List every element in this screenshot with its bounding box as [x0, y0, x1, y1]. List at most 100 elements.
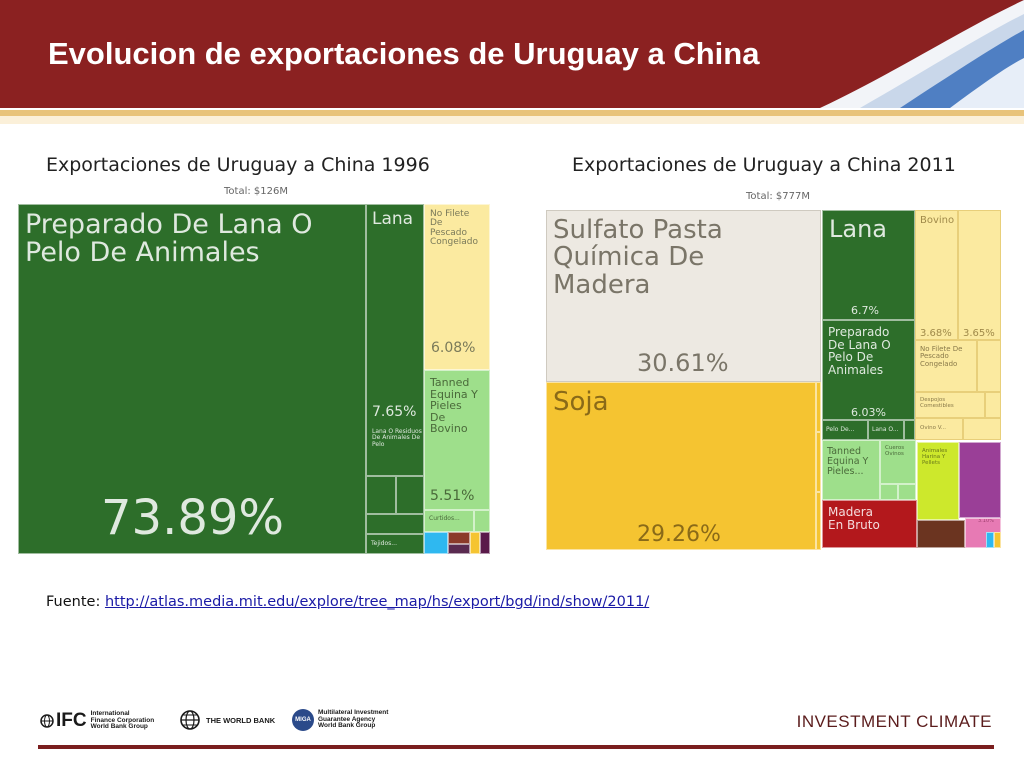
tile-label: 3.10% — [978, 518, 994, 524]
tile-tanned: Tanned Equina Y Pieles De Bovino 5.51% — [424, 370, 490, 510]
tile-percent: 29.26% — [637, 522, 721, 547]
tile-ovino: 3.65% — [958, 210, 1001, 340]
miga-logo: MIGA Multilateral Investment Guarantee A… — [292, 709, 388, 731]
tile-label: Tanned Equina Y Pieles... — [827, 446, 869, 477]
tile-pescado: No Filete De Pescado Congelado 6.08% — [424, 204, 490, 370]
tile-small-yellow — [816, 432, 821, 492]
world-bank-globe-icon — [180, 710, 200, 730]
tile-percent: 5.51% — [430, 488, 475, 504]
ifc-logo: IFC International Finance Corporation Wo… — [40, 710, 154, 732]
tile-label: Madera En Bruto — [828, 505, 880, 532]
slide-title: Evolucion de exportaciones de Uruguay a … — [48, 36, 760, 71]
tile-small-green — [366, 476, 396, 514]
tile-preparado-2011: Preparado De Lana O Pelo De Animales 6.0… — [822, 320, 915, 420]
tile-pescado-2011: No Filete De Pescado Congelado — [915, 340, 977, 392]
tile-label: Ovino V... — [920, 425, 947, 431]
tile-percent: 30.61% — [637, 349, 729, 377]
tile-label: Sulfato Pasta Química De Madera — [553, 215, 723, 300]
world-bank-logo: THE WORLD BANK — [180, 710, 275, 730]
treemap-2011: Sulfato Pasta Química De Madera 30.61% S… — [546, 210, 1002, 550]
tile-label: Soja — [553, 387, 609, 417]
tile-label: No Filete De Pescado Congelado — [920, 345, 963, 368]
miga-text: Multilateral Investment Guarantee Agency… — [318, 708, 389, 730]
tile-small-cyan — [424, 532, 448, 554]
tile-label: Pelo De... — [826, 426, 855, 433]
ifc-mark: IFC — [56, 710, 87, 731]
tile-label: Lana O... — [872, 426, 899, 433]
tile-label: Cueros Ovinos — [885, 445, 905, 457]
chart-1996-total: Total: $126M — [224, 186, 288, 197]
tile-small-green — [366, 514, 424, 534]
tile-sulfato-pasta: Sulfato Pasta Química De Madera 30.61% — [546, 210, 821, 382]
tile-percent: 7.65% — [372, 404, 417, 420]
tile-small-cyan — [986, 532, 994, 548]
tile-small-lightgreen — [880, 484, 898, 500]
tile-brown — [917, 520, 965, 548]
source-line: Fuente: http://atlas.media.mit.edu/explo… — [46, 594, 649, 610]
globe-icon — [40, 714, 54, 728]
tile-pelo-de: Pelo De... — [822, 420, 868, 440]
tile-ovino-v: Ovino V... — [915, 418, 963, 440]
tile-percent: 3.68% — [920, 328, 952, 339]
tile-percent: 6.03% — [851, 406, 886, 419]
header-gold-rule — [0, 110, 1024, 116]
tile-label: Animales Harina Y Pellets — [922, 448, 948, 466]
tile-cueros: Cueros Ovinos — [880, 440, 916, 484]
tile-despojos: Despojos Comestibles — [915, 392, 985, 418]
tile-small-yellow — [816, 382, 821, 432]
treemap-1996: Preparado De Lana O Pelo De Animales 73.… — [18, 204, 491, 554]
chart-1996-heading: Exportaciones de Uruguay a China 1996 — [46, 154, 430, 176]
tile-label: Tanned Equina Y Pieles De Bovino — [430, 376, 478, 436]
tile-tejidos: Tejidos... — [366, 534, 424, 554]
tile-small-purple — [448, 544, 470, 554]
tile-curtidos: Curtidos... — [424, 510, 474, 532]
tile-small-plum — [480, 532, 490, 554]
header-swoosh-graphic — [820, 0, 1024, 108]
tile-percent: 73.89% — [101, 490, 285, 546]
tile-madera-bruto: Madera En Bruto — [822, 500, 917, 548]
tile-animales-harina: Animales Harina Y Pellets — [917, 442, 959, 520]
tile-label: Lana — [372, 209, 414, 229]
tile-preparado-lana: Preparado De Lana O Pelo De Animales 73.… — [18, 204, 366, 554]
tile-small-green — [396, 476, 424, 514]
tile-small-green — [904, 420, 915, 440]
slide-header: Evolucion de exportaciones de Uruguay a … — [0, 0, 1024, 108]
tile-soja: Soja 29.26% — [546, 382, 816, 550]
tile-label: Bovino — [920, 215, 955, 226]
tile-label: Despojos Comestibles — [920, 397, 954, 409]
source-link[interactable]: http://atlas.media.mit.edu/explore/tree_… — [104, 594, 650, 610]
tile-small-lightgreen — [898, 484, 916, 500]
tile-label: Tejidos... — [371, 540, 397, 547]
tile-lana: Lana 7.65% Lana O Residuos De Animales D… — [366, 204, 424, 476]
tile-label: Preparado De Lana O Pelo De Animales — [828, 325, 891, 377]
tile-small-yellow — [994, 532, 1001, 548]
header-cream-rule — [0, 116, 1024, 124]
tile-small-yellow — [470, 532, 480, 554]
tile-label: Curtidos... — [429, 515, 460, 522]
world-bank-text: THE WORLD BANK — [206, 715, 276, 725]
tile-small-brown — [448, 532, 470, 544]
tile-percent: 3.65% — [963, 328, 995, 339]
tile-small-cream — [985, 392, 1001, 418]
tile-small-cream — [977, 340, 1001, 392]
tile-small-cream — [963, 418, 1001, 440]
ifc-text: International Finance Corporation World … — [90, 709, 155, 731]
miga-mark: MIGA — [292, 709, 314, 731]
tile-small-lightgreen — [474, 510, 490, 532]
source-label: Fuente: — [46, 594, 101, 610]
tile-purple — [959, 442, 1001, 518]
tile-sublabel: Lana O Residuos De Animales De Pelo — [372, 428, 422, 448]
tile-label: Lana — [829, 215, 887, 243]
tile-label: No Filete De Pescado Congelado — [430, 209, 478, 248]
investment-climate-tagline: INVESTMENT CLIMATE — [796, 712, 992, 731]
tile-percent: 6.7% — [851, 304, 879, 317]
tile-lana-2011: Lana 6.7% — [822, 210, 915, 320]
footer-rule — [38, 745, 994, 749]
tile-percent: 6.08% — [431, 340, 476, 356]
tile-bovino: Bovino 3.68% — [915, 210, 958, 340]
chart-2011-heading: Exportaciones de Uruguay a China 2011 — [572, 154, 956, 176]
tile-tanned-2011: Tanned Equina Y Pieles... — [822, 440, 880, 500]
chart-2011-total: Total: $777M — [746, 191, 810, 202]
tile-small-yellow — [816, 492, 821, 550]
tile-lana-o: Lana O... — [868, 420, 904, 440]
